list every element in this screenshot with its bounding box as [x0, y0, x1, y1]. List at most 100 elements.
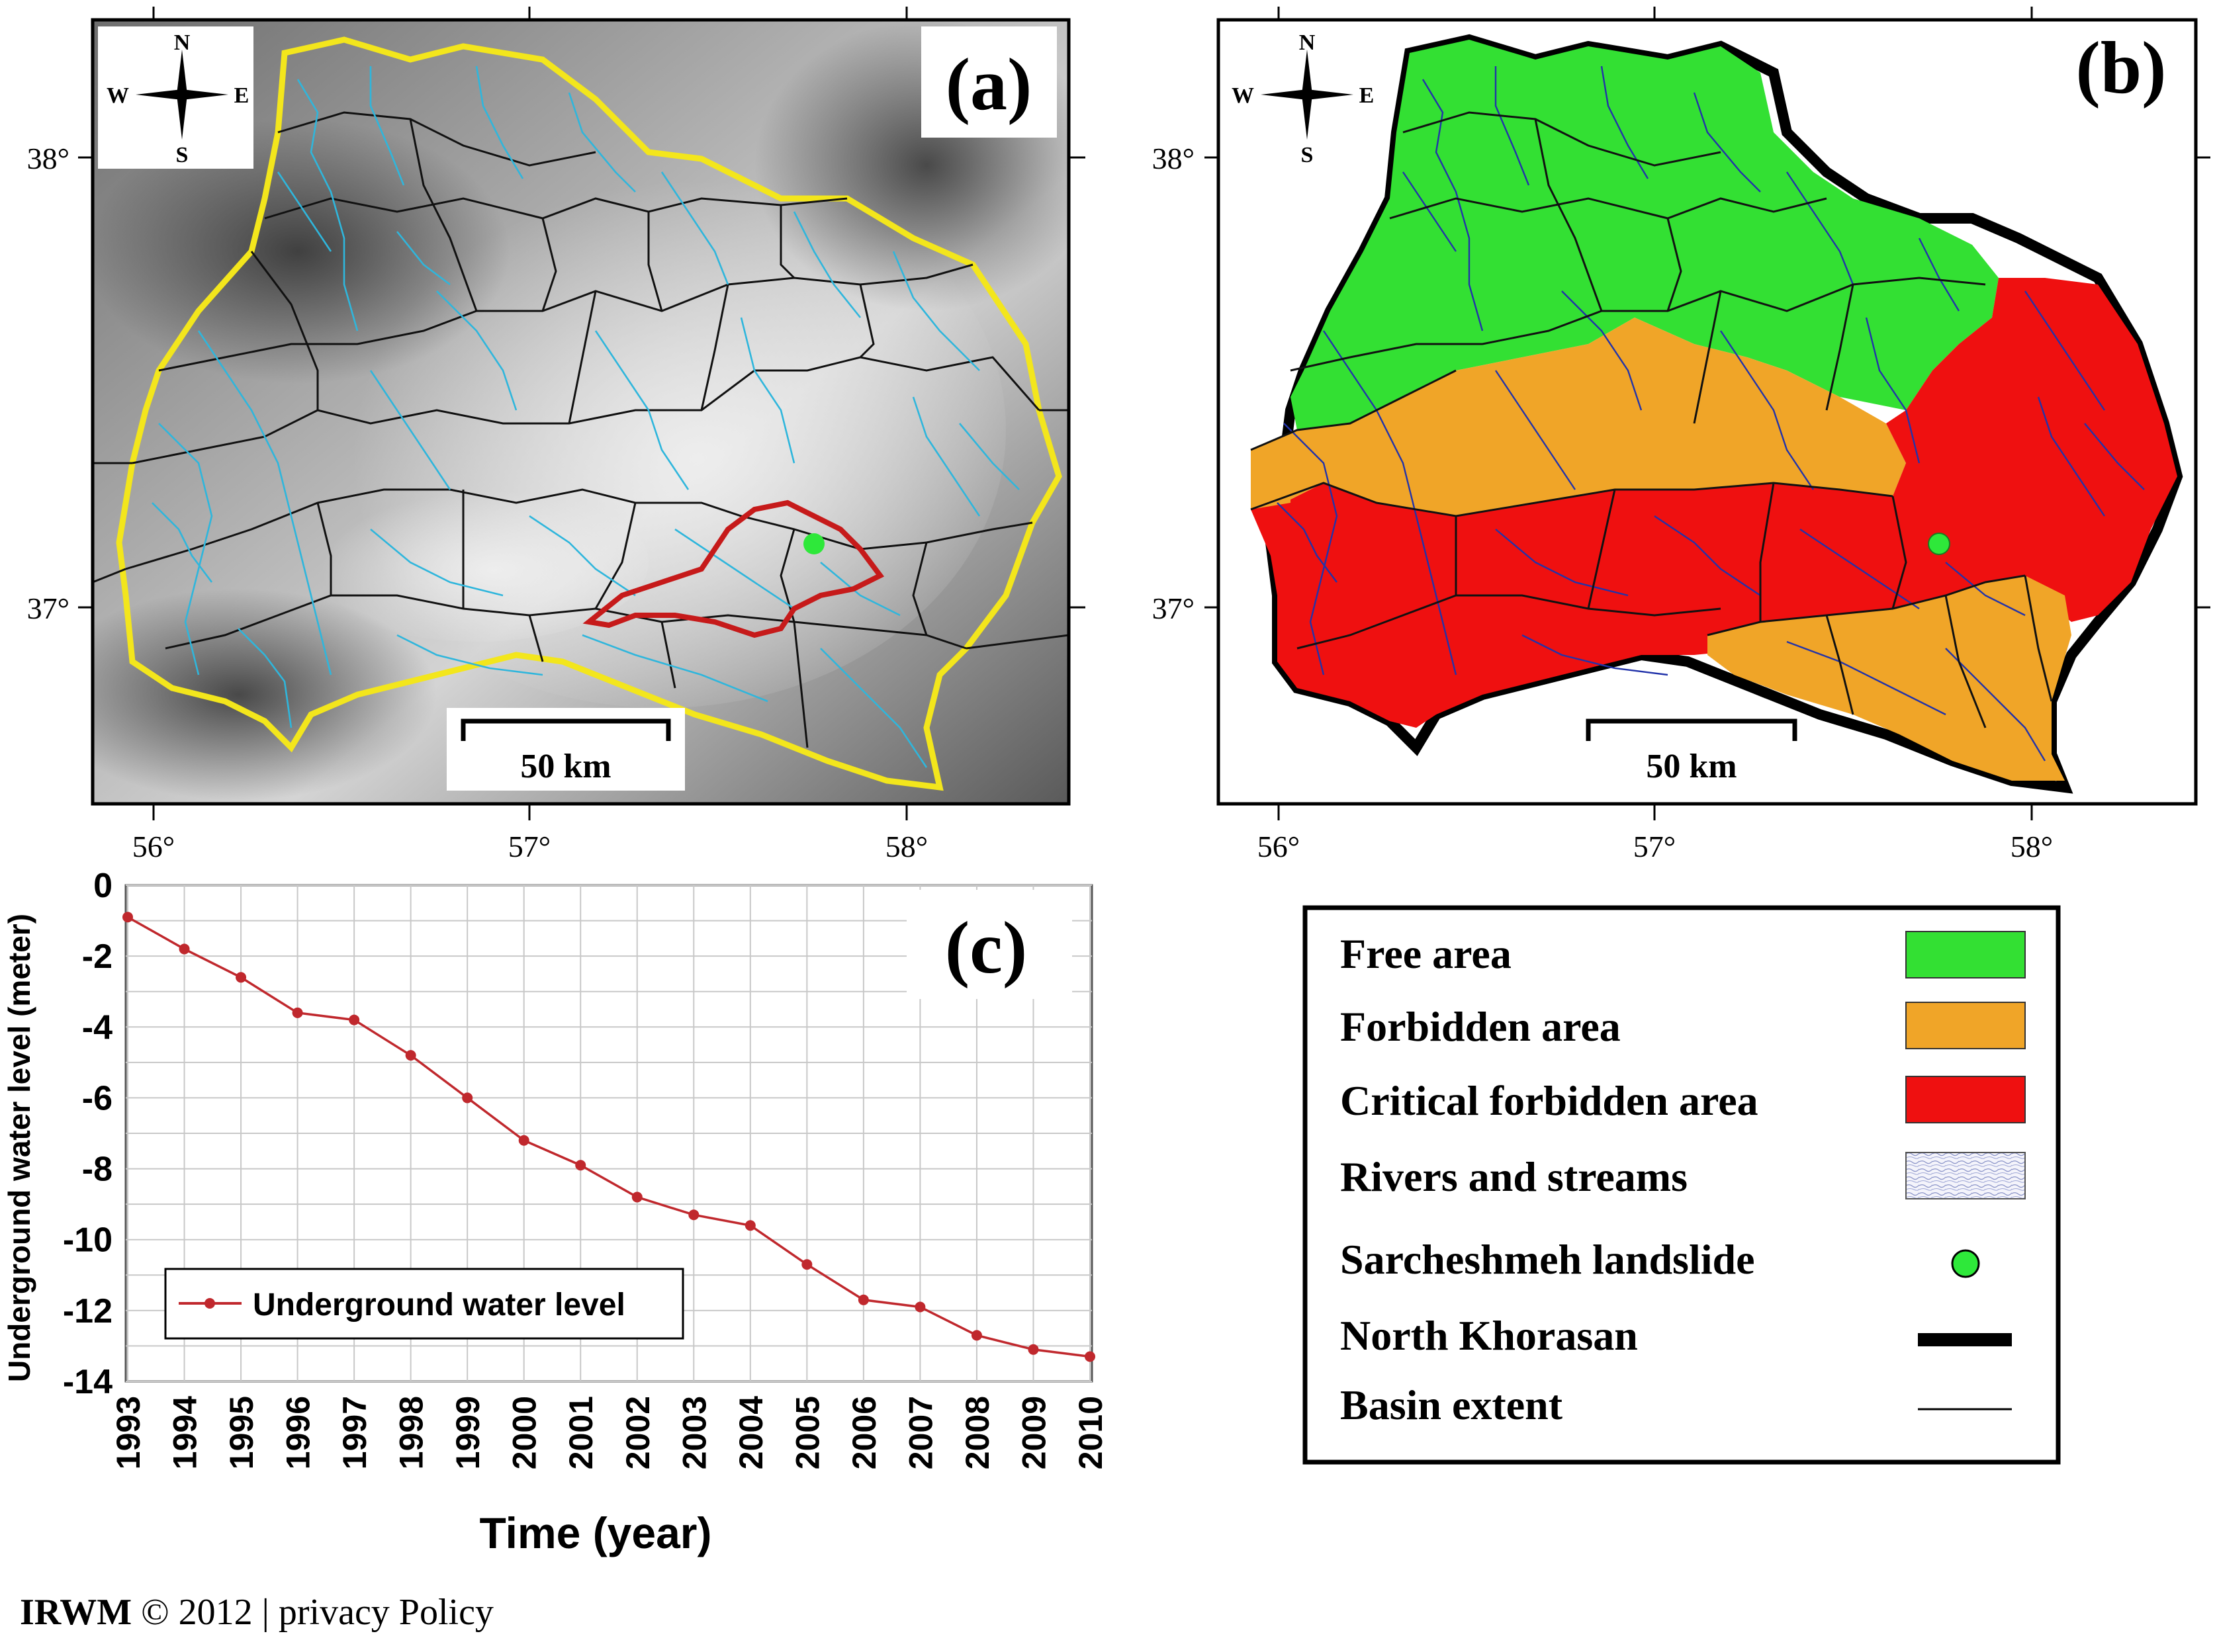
svg-text:S: S	[176, 143, 189, 167]
critical-area-zone	[1251, 278, 2177, 728]
data-point	[801, 1259, 813, 1270]
legend-swatch-landslide	[1951, 1249, 1980, 1278]
x-tick-label: 2010	[1072, 1396, 1109, 1469]
data-point	[1085, 1351, 1095, 1362]
data-point	[631, 1192, 643, 1203]
data-point	[349, 1014, 360, 1025]
legend-label-basin-extent: Basin extent	[1340, 1381, 1563, 1428]
svg-text:S: S	[1301, 143, 1314, 167]
landslide-marker-b	[1928, 533, 1950, 555]
panel-label-c: (c)	[945, 907, 1027, 989]
data-point	[688, 1209, 700, 1221]
lon-label-56-a: 56°	[132, 830, 175, 863]
data-point	[915, 1301, 926, 1313]
x-tick-label: 1997	[336, 1396, 373, 1469]
y-tick-label: -6	[82, 1079, 113, 1117]
x-tick-label: 2003	[676, 1396, 713, 1469]
svg-text:50 km: 50 km	[1646, 748, 1737, 785]
forbidden-area-zone-southeast	[1707, 576, 2071, 781]
legend-label-north-khorasan: North Khorasan	[1340, 1312, 1638, 1359]
footer-text: © 2012 | privacy Policy	[132, 1592, 494, 1633]
x-tick-label: 1993	[110, 1396, 147, 1469]
x-tick-label: 2007	[902, 1396, 939, 1469]
data-point	[575, 1160, 586, 1171]
legend-label-forbidden: Forbidden area	[1340, 1003, 1621, 1050]
x-tick-label: 2009	[1015, 1396, 1052, 1469]
data-point	[1028, 1344, 1039, 1355]
x-tick-label: 1998	[393, 1396, 430, 1469]
streams-b	[1277, 65, 2145, 761]
svg-text:(a): (a)	[946, 44, 1032, 126]
data-point	[236, 972, 247, 983]
svg-text:N: N	[1299, 30, 1316, 55]
y-tick-label: -8	[82, 1151, 113, 1189]
compass-a: N S W E	[98, 26, 253, 169]
map-a-frame	[91, 18, 1071, 806]
lon-label-56-b: 56°	[1257, 830, 1300, 863]
legend-label-rivers: Rivers and streams	[1340, 1153, 1688, 1200]
y-tick-label: 0	[93, 867, 113, 905]
svg-text:50 km: 50 km	[520, 748, 611, 785]
lat-label-37-a: 37°	[27, 591, 69, 625]
lon-label-57-b: 57°	[1633, 830, 1676, 863]
legend-marker	[204, 1298, 215, 1309]
y-tick-label: -4	[82, 1008, 113, 1047]
chart-legend: Underground water level	[164, 1268, 684, 1340]
svg-text:E: E	[234, 83, 249, 108]
landslide-catchment-boundary	[582, 500, 885, 638]
data-point	[745, 1220, 756, 1231]
svg-text:N: N	[174, 30, 191, 55]
landslide-marker	[803, 533, 825, 554]
legend: Free area Forbidden area Critical forbid…	[1302, 905, 2061, 1465]
data-point	[405, 1050, 416, 1061]
data-point	[122, 912, 133, 923]
basin-extent-boundary	[116, 36, 1062, 791]
legend-swatch-forbidden	[1905, 1002, 2026, 1049]
legend-label-landslide: Sarcheshmeh landslide	[1340, 1236, 1755, 1283]
lat-label-38-b: 38°	[1152, 142, 1195, 175]
sub-basin-boundaries	[93, 111, 1069, 748]
x-tick-label: 2004	[733, 1396, 770, 1469]
x-tick-label: 2008	[959, 1396, 996, 1469]
lat-label-38-a: 38°	[27, 142, 69, 175]
svg-text:W: W	[1232, 83, 1254, 108]
x-tick-label: 1996	[280, 1396, 317, 1469]
map-b-frame	[1216, 18, 2198, 806]
streams	[152, 65, 1020, 768]
x-tick-label: 2002	[619, 1396, 656, 1469]
footer-copyright: IRWM © 2012 | privacy Policy	[20, 1592, 494, 1633]
free-area-zone	[1290, 40, 1999, 430]
scale-bar-b: 50 km	[1586, 718, 1797, 785]
data-point	[179, 943, 190, 955]
y-tick-labels: 0 -2 -4 -6 -8 -10 -12 -14	[63, 867, 113, 1401]
data-point	[971, 1330, 982, 1341]
x-tick-label: 2006	[846, 1396, 883, 1469]
legend-swatch-rivers	[1905, 1152, 2026, 1199]
svg-text:E: E	[1359, 83, 1375, 108]
legend-label-critical: Critical forbidden area	[1340, 1077, 1758, 1124]
x-tick-label: 1995	[223, 1396, 260, 1469]
legend-label-free: Free area	[1340, 930, 1512, 977]
y-tick-label: -14	[63, 1363, 113, 1401]
map-b: N S W E (b) 50 km 38° 37° 56° 57° 58°	[1152, 7, 2210, 863]
panel-label-a: (a)	[921, 26, 1057, 138]
lon-label-58-a: 58°	[885, 830, 928, 863]
x-tick-label: 1994	[167, 1396, 204, 1469]
x-axis-label: Time (year)	[480, 1508, 712, 1557]
data-point	[518, 1135, 529, 1146]
forbidden-area-zone-north	[1251, 318, 1906, 516]
x-tick-labels: 1993 1994 1995 1996 1997 1998 1999 2000 2001 2002…	[110, 1396, 1109, 1469]
legend-swatch-critical	[1905, 1076, 2026, 1123]
svg-text:W: W	[107, 83, 129, 108]
scale-bar-a: 50 km	[447, 708, 685, 791]
series-underground-water-level	[122, 912, 1095, 1362]
panel-label-b: (b)	[2076, 27, 2167, 109]
x-tick-label: 1999	[449, 1396, 486, 1469]
x-tick-label: 2000	[506, 1396, 543, 1469]
legend-swatch-free	[1905, 931, 2026, 978]
data-point	[292, 1007, 303, 1018]
data-point	[462, 1092, 473, 1104]
chart-c: 0-2-4-6-8-10-12-14 1993 1994 1995 1996 1997 1…	[2, 867, 1109, 1557]
sub-basin-boundaries-b	[1250, 111, 2053, 728]
